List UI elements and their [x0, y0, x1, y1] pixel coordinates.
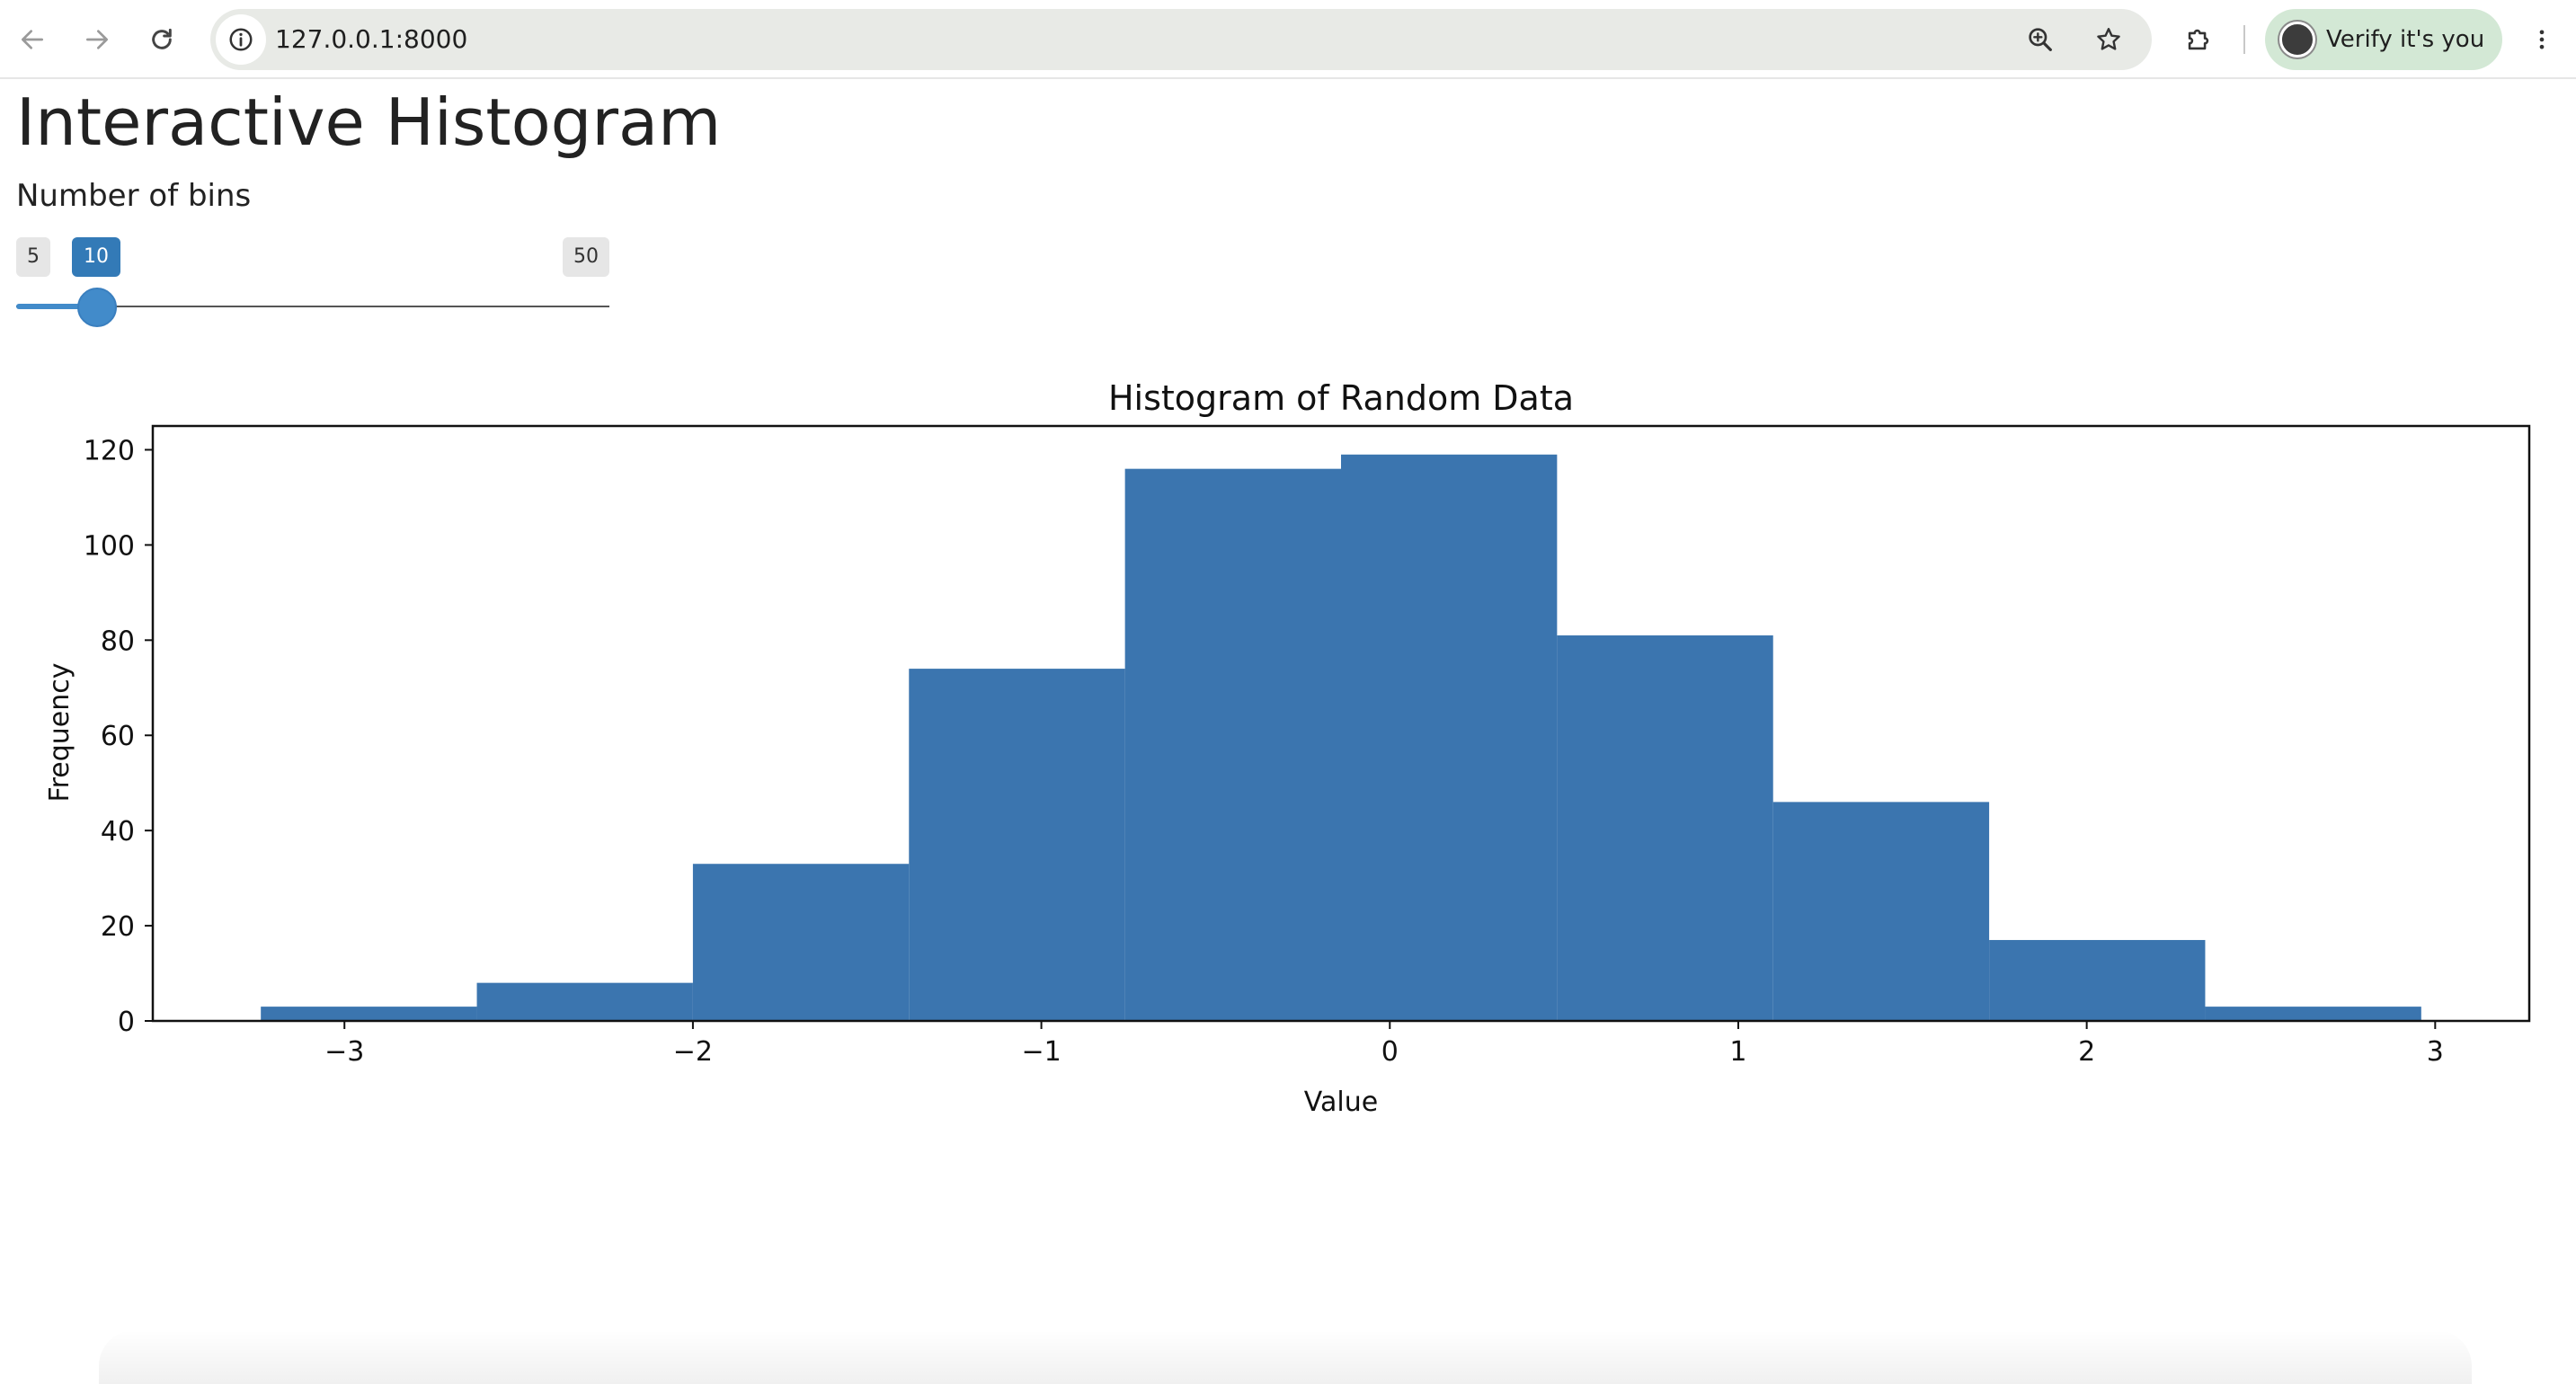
reload-icon [152, 28, 172, 49]
y-tick-label: 0 [118, 1007, 135, 1038]
y-tick-label: 40 [101, 816, 135, 847]
x-tick-label: 1 [1729, 1036, 1746, 1068]
extensions-button[interactable] [2172, 13, 2225, 67]
zoom-in-icon [2029, 28, 2052, 51]
x-tick-label: 2 [2078, 1036, 2095, 1068]
histogram-bar [692, 864, 910, 1021]
reload-button[interactable] [135, 13, 189, 67]
histogram-bar [1772, 802, 1990, 1021]
y-axis-label: Frequency [44, 663, 76, 803]
histogram-bar [1557, 635, 1773, 1021]
histogram-bar [909, 669, 1125, 1021]
url-text[interactable]: 127.0.0.1:8000 [275, 24, 468, 54]
bottom-shadow [99, 1330, 2472, 1384]
site-info-button[interactable] [216, 14, 266, 65]
x-tick-label: −3 [324, 1036, 364, 1068]
histogram-bar [2205, 1007, 2421, 1021]
slider-value-label: 10 [72, 237, 120, 277]
slider-min-label: 5 [16, 237, 50, 277]
back-button[interactable] [5, 13, 59, 67]
zoom-button[interactable] [2013, 13, 2067, 67]
histogram-bar [1341, 454, 1558, 1021]
puzzle-icon [2188, 29, 2209, 50]
browser-toolbar: 127.0.0.1:8000 Verify it's you [0, 0, 2576, 79]
bars-group [261, 454, 2421, 1021]
y-tick-label: 60 [101, 721, 135, 752]
profile-button[interactable]: Verify it's you [2265, 9, 2502, 70]
info-icon [229, 28, 253, 51]
chart-title: Histogram of Random Data [1108, 378, 1574, 418]
y-tick-label: 100 [84, 530, 135, 562]
x-tick-label: −1 [1021, 1036, 1061, 1068]
x-axis: −3 −2 −1 0 1 2 3 [324, 1021, 2444, 1068]
address-bar[interactable]: 127.0.0.1:8000 [210, 9, 2152, 70]
slider-handle[interactable] [77, 288, 118, 327]
slider-label: Number of bins [16, 178, 252, 214]
histogram-plot: Histogram of Random Data −3 −2 −1 0 1 2 3 0 20 4… [0, 368, 2576, 1141]
y-tick-label: 80 [101, 625, 135, 657]
page-title: Interactive Histogram [16, 84, 722, 160]
arrow-right-icon [86, 30, 108, 49]
histogram-bar [1124, 468, 1341, 1021]
histogram-svg: Histogram of Random Data −3 −2 −1 0 1 2 3 0 20 4… [44, 378, 2531, 1118]
y-axis: 0 20 40 60 80 100 120 [84, 435, 153, 1038]
x-tick-label: 3 [2427, 1036, 2444, 1068]
y-tick-label: 20 [101, 911, 135, 943]
arrow-left-icon [22, 30, 43, 49]
x-axis-label: Value [1304, 1087, 1378, 1118]
bookmark-button[interactable] [2082, 13, 2136, 67]
slider-max-label: 50 [563, 237, 609, 277]
slider-track[interactable] [16, 306, 609, 307]
x-tick-label: 0 [1381, 1036, 1399, 1068]
slider-fill [16, 304, 98, 309]
histogram-bar [476, 982, 693, 1021]
y-tick-label: 120 [84, 435, 135, 466]
histogram-bar [1989, 939, 2206, 1021]
browser-menu-button[interactable] [2517, 13, 2567, 67]
histogram-bar [261, 1007, 477, 1021]
avatar [2279, 22, 2315, 58]
forward-button[interactable] [70, 13, 124, 67]
more-vert-icon [2539, 30, 2545, 49]
star-icon [2097, 28, 2120, 50]
profile-label: Verify it's you [2326, 26, 2485, 53]
x-tick-label: −2 [673, 1036, 713, 1068]
axes-frame [151, 424, 2531, 1023]
toolbar-separator [2243, 25, 2245, 54]
